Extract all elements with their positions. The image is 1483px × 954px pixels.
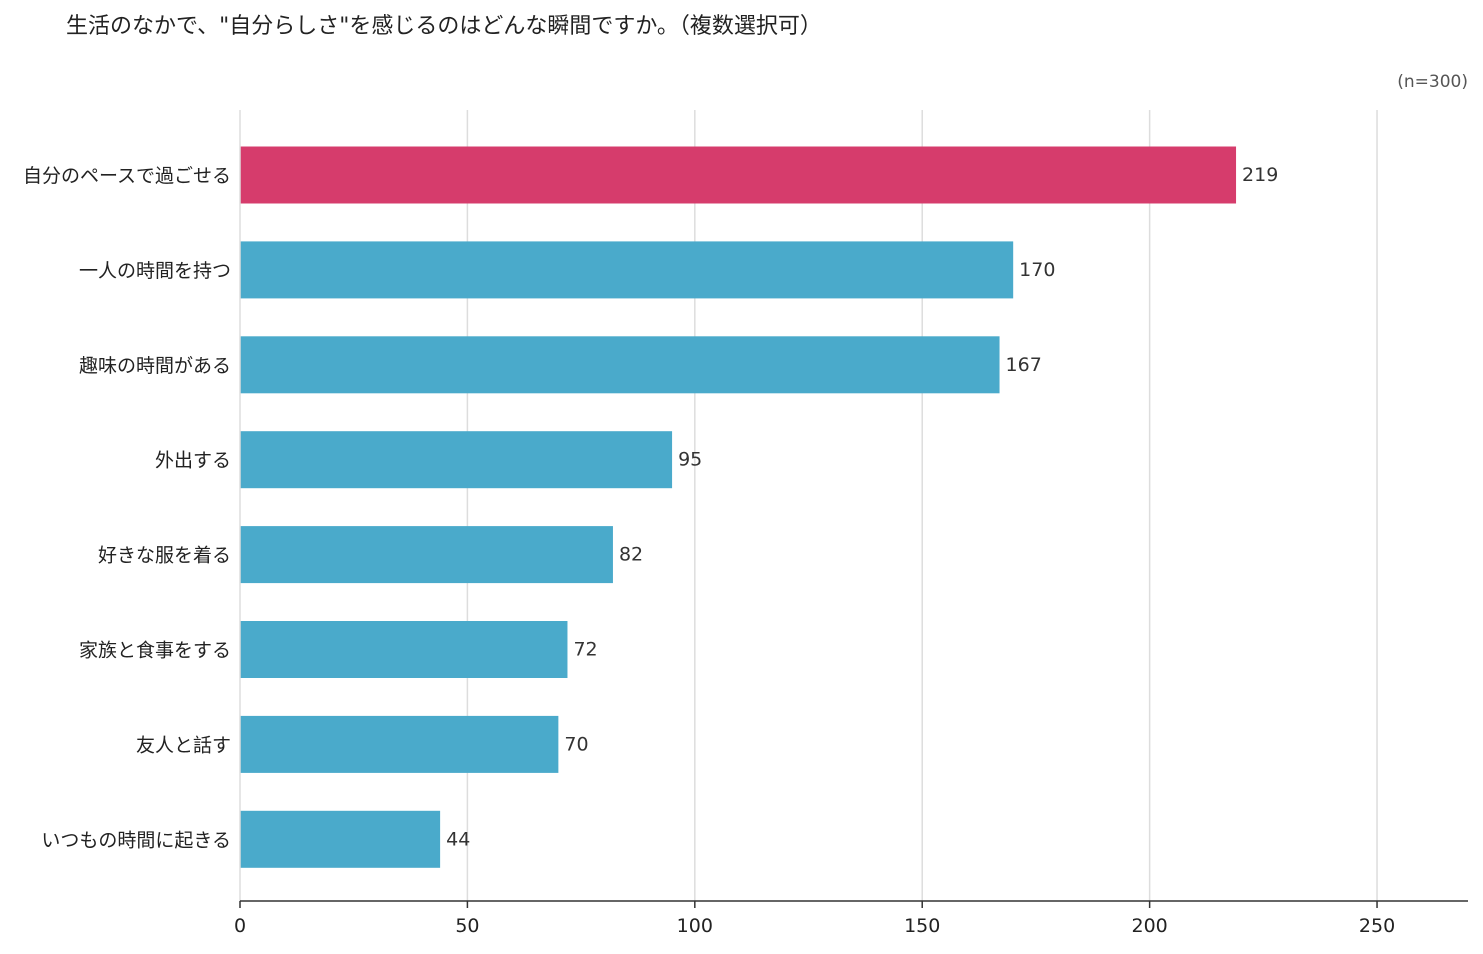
x-tick-label: 50 [455, 915, 479, 937]
bar [240, 431, 673, 489]
bar [240, 621, 568, 678]
value-label: 170 [1019, 259, 1055, 281]
value-label: 82 [619, 544, 643, 566]
value-label: 70 [564, 733, 588, 755]
bar [240, 526, 613, 584]
grid-lines [466, 110, 1378, 901]
sample-size-note: (n=300) [1397, 72, 1468, 92]
value-label: 44 [446, 828, 470, 850]
value-label: 167 [1006, 354, 1042, 376]
x-tick-label: 200 [1131, 915, 1167, 937]
value-label: 219 [1242, 164, 1278, 186]
labels: 自分のペースで過ごせる 219 一人の時間を持つ 170 趣味の時間がある 167 外出する… [23, 164, 1278, 851]
bar [240, 715, 559, 773]
category-label: 外出する [155, 450, 231, 472]
category-label: 自分のペースで過ごせる [23, 165, 231, 187]
x-tick-label: 250 [1359, 915, 1395, 937]
category-label: 趣味の時間がある [79, 355, 231, 377]
x-tick-label: 150 [904, 915, 940, 937]
value-label: 95 [678, 449, 702, 471]
bar [240, 336, 1000, 394]
bar [240, 241, 1014, 299]
bars [240, 146, 1237, 868]
bar [240, 146, 1237, 204]
bar [240, 810, 441, 868]
x-tick-label: 100 [677, 915, 713, 937]
category-label: 家族と食事をする [79, 640, 231, 662]
x-tick-label: 0 [234, 915, 246, 937]
chart-title: 生活のなかで、"自分らしさ"を感じるのはどんな瞬間ですか。（複数選択可） [66, 14, 822, 39]
value-label: 72 [573, 639, 597, 661]
category-label: 友人と話す [136, 734, 231, 756]
x-axis: 0 50 100 150 200 250 [234, 110, 1468, 937]
category-label: いつもの時間に起きる [41, 829, 231, 851]
category-label: 好きな服を着る [98, 545, 231, 567]
category-label: 一人の時間を持つ [79, 260, 231, 282]
